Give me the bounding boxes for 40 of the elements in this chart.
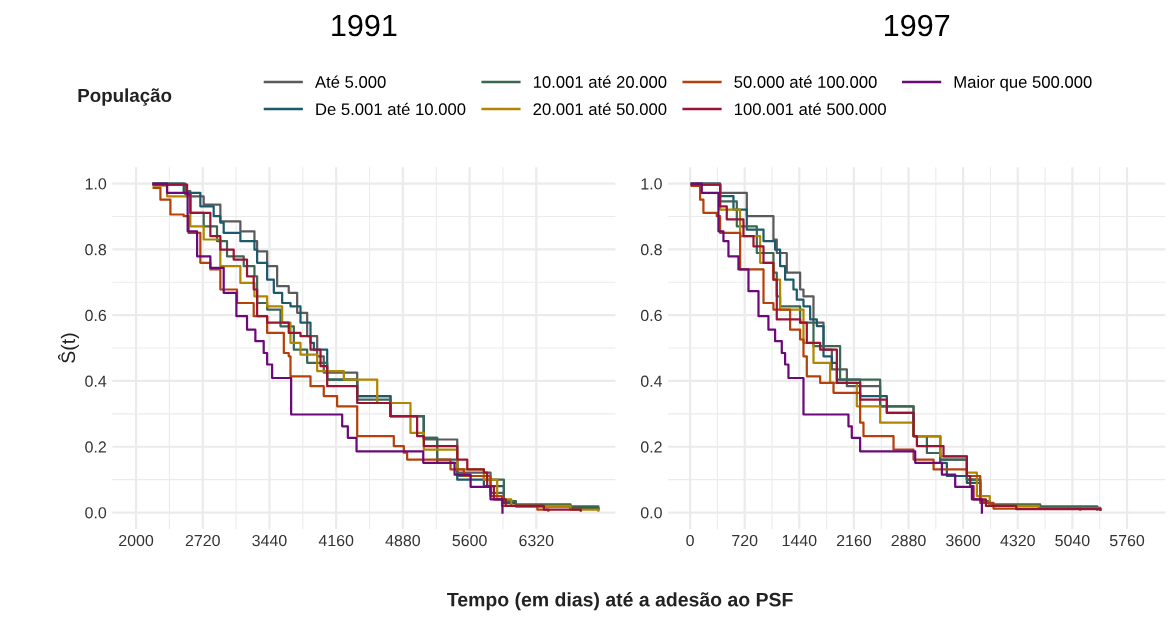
- y-tick-label: 0.0: [640, 507, 662, 519]
- x-tick-label: 5760: [1109, 534, 1145, 547]
- y-tick-label: 0.6: [640, 309, 662, 322]
- y-tick-label: 1.0: [85, 178, 107, 190]
- legend-label: 50.000 até 100.000: [734, 75, 877, 88]
- x-tick-label: 3440: [252, 534, 287, 547]
- y-tick-label: 1.0: [641, 178, 662, 190]
- x-tick-label: 4880: [385, 534, 421, 547]
- x-tick-label: 5040: [1055, 534, 1090, 547]
- y-tick-label: 0.2: [85, 441, 106, 453]
- x-tick-label: 2000: [119, 534, 154, 547]
- legend-label: De 5.001 até 10.000: [316, 102, 466, 116]
- y-axis-title: Ŝ(t): [57, 333, 79, 363]
- x-tick-label: 5600: [452, 534, 487, 547]
- x-axis-title: Tempo (em dias) até a adesão ao PSF: [447, 592, 793, 611]
- legend-label: 100.001 até 500.000: [734, 102, 886, 116]
- x-tick-label: 4160: [318, 534, 354, 547]
- y-tick-label: 0.2: [640, 441, 662, 453]
- y-tick-label: 0.4: [85, 375, 107, 387]
- y-tick-label: 0.4: [640, 375, 663, 387]
- x-tick-label: 3600: [946, 534, 981, 547]
- x-tick-label: 0: [686, 534, 694, 547]
- legend-label: Maior que 500.000: [954, 75, 1092, 92]
- x-tick-label: 4320: [1000, 534, 1035, 547]
- y-tick-label: 0.0: [85, 507, 107, 519]
- y-tick-label: 0.6: [85, 309, 107, 322]
- legend-title: População: [78, 88, 172, 106]
- x-tick-label: 2720: [185, 534, 220, 547]
- y-tick-label: 0.8: [85, 244, 107, 256]
- x-tick-label: 1440: [782, 534, 817, 547]
- x-tick-label: 6320: [519, 534, 554, 547]
- x-tick-label: 2160: [836, 534, 872, 547]
- legend-label: 20.001 até 50.000: [533, 102, 667, 116]
- chart-title: 1991: [332, 14, 397, 37]
- chart-title: 1997: [885, 14, 950, 37]
- y-tick-label: 0.8: [640, 244, 662, 256]
- x-tick-label: 2880: [891, 534, 926, 547]
- legend-label: 10.001 até 20.000: [533, 75, 667, 88]
- legend-label: Até 5.000: [314, 75, 386, 88]
- x-tick-label: 720: [732, 534, 758, 547]
